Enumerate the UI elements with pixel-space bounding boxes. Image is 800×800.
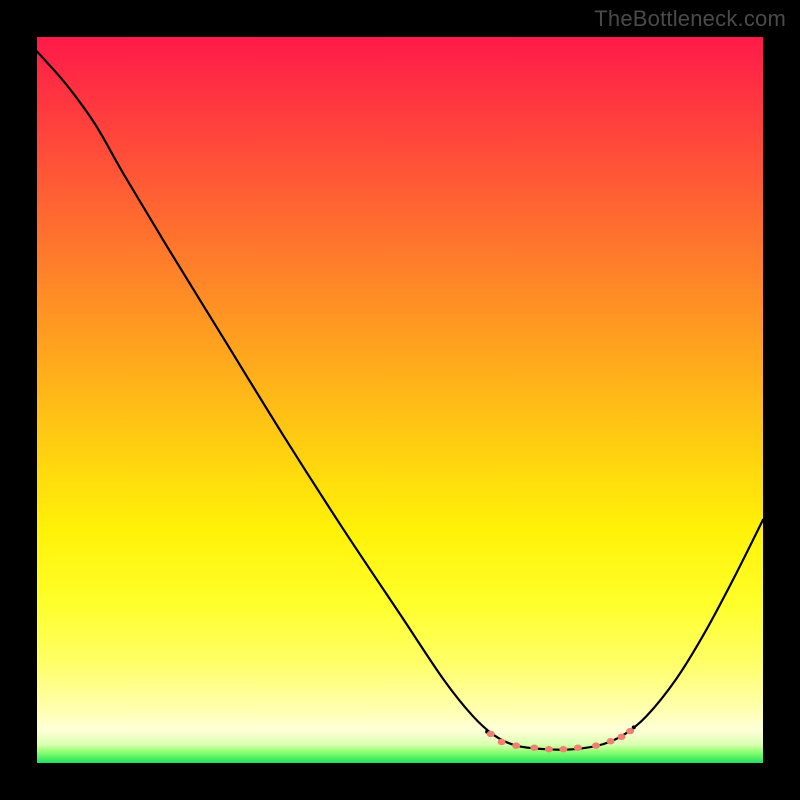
- valley-marker: [545, 746, 553, 752]
- valley-marker: [530, 745, 538, 751]
- valley-marker: [559, 746, 567, 752]
- valley-marker: [574, 745, 582, 751]
- watermark-text: TheBottleneck.com: [594, 6, 786, 32]
- valley-marker: [487, 731, 495, 737]
- valley-marker: [512, 742, 520, 748]
- plot-area: [37, 37, 763, 763]
- valley-marker: [626, 728, 634, 734]
- valley-marker: [498, 739, 506, 745]
- valley-marker: [617, 734, 625, 740]
- chart-frame: TheBottleneck.com: [0, 0, 800, 800]
- valley-marker: [592, 742, 600, 748]
- valley-marker: [607, 738, 615, 744]
- bottleneck-curve-chart: [37, 37, 763, 763]
- gradient-background: [37, 37, 763, 763]
